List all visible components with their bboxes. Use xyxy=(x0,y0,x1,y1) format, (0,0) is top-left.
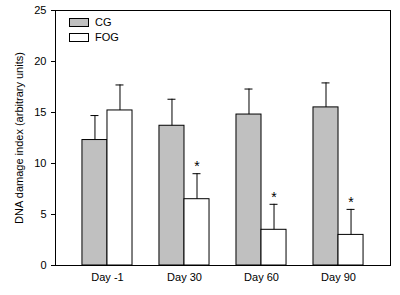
html-text:FOG: FOG xyxy=(95,31,119,43)
svg-text:*: * xyxy=(271,189,277,205)
svg-text:*: * xyxy=(348,194,354,210)
svg-text:Day 90: Day 90 xyxy=(321,271,356,283)
svg-text:10: 10 xyxy=(34,157,46,169)
svg-text:DNA damage index (arbitrary un: DNA damage index (arbitrary units) xyxy=(13,52,25,224)
svg-text:Day 60: Day 60 xyxy=(244,271,279,283)
svg-text:20: 20 xyxy=(34,55,46,67)
svg-text:*: * xyxy=(194,158,200,174)
svg-text:Day 30: Day 30 xyxy=(167,271,202,283)
html-text:CG: CG xyxy=(95,16,112,28)
svg-text:25: 25 xyxy=(34,4,46,16)
svg-text:5: 5 xyxy=(40,208,46,220)
svg-text:15: 15 xyxy=(34,106,46,118)
svg-text:0: 0 xyxy=(40,259,46,271)
svg-text:Day -1: Day -1 xyxy=(91,271,123,283)
